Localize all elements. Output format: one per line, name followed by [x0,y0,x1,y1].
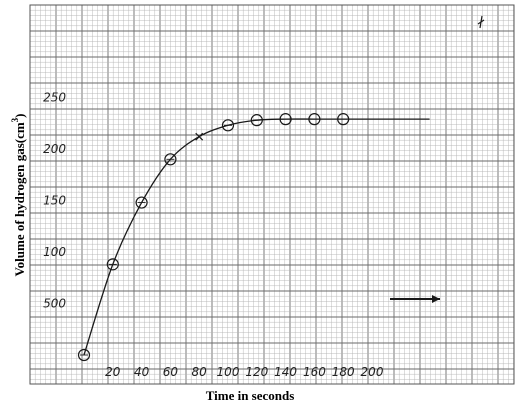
y-axis-title-close: ) [12,113,27,117]
data-point-circle [308,113,321,126]
data-point-circle [77,348,91,362]
graph-paper-border [29,4,515,385]
data-point-circle [337,113,350,126]
x-tick-label: 80 [192,365,208,379]
y-tick-label: 250 [43,91,66,105]
x-tick-label: 20 [105,365,121,379]
data-point-circle [221,119,235,132]
data-series [77,113,430,362]
x-tick-label: 140 [274,365,297,379]
data-point-circle [250,114,263,127]
y-tick-label: 100 [43,245,66,259]
x-tick-label: 180 [332,365,355,379]
series-line [83,118,430,356]
data-point-circle [279,113,292,126]
y-axis-title-superscript: 3 [10,117,20,122]
right-arrow-head [432,295,440,303]
x-tick-label: 100 [217,365,240,379]
y-axis-title: Volume of hydrogen gas(cm3) [10,113,27,276]
data-point-circle [164,153,177,166]
y-tick-label: 500 [43,297,66,311]
y-axis-title-main: Volume of hydrogen gas(cm [12,122,27,276]
data-point-circle [106,258,119,271]
x-tick-label: 120 [245,365,268,379]
data-point-circle [135,196,148,209]
data-point-mark [195,132,204,141]
y-tick-label: 150 [43,194,66,208]
annotations [390,15,485,303]
x-tick-label: 40 [134,365,150,379]
y-tick-label: 200 [43,142,66,156]
graph-paper-grid [29,4,515,385]
x-tick-label: 160 [303,365,326,379]
x-tick-label: 200 [361,365,384,379]
x-axis-title: Time in seconds [206,388,295,403]
tick-labels: 20 40 60 80 100 120 140 160 180 200 500 100 150 200 25… [43,91,384,380]
corner-pen-mark [477,15,485,29]
x-tick-label: 60 [163,365,179,379]
